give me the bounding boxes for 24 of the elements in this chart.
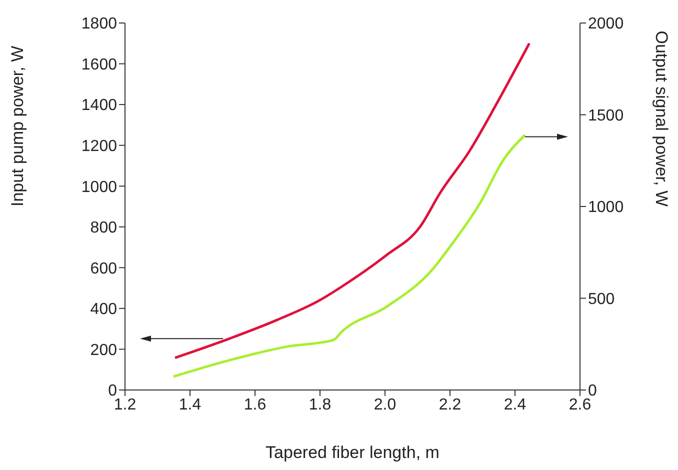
x-tick-label: 2.2 bbox=[438, 396, 462, 414]
y-axis-title: Input pump power, W bbox=[8, 46, 28, 206]
y-tick-label: 600 bbox=[90, 260, 118, 278]
line-series bbox=[172, 134, 526, 378]
y-tick-label: 1800 bbox=[81, 16, 118, 33]
x-tick-label: 2.0 bbox=[374, 396, 396, 414]
x-tick-label: 1.4 bbox=[178, 396, 202, 414]
y-tick-label: 1400 bbox=[81, 97, 118, 114]
y2-tick-label: 1000 bbox=[588, 199, 624, 216]
x-tick-label: 1.6 bbox=[244, 396, 266, 414]
y-tick-label: 200 bbox=[90, 342, 118, 359]
y2-tick-label: 1500 bbox=[588, 107, 624, 124]
line-series bbox=[174, 42, 531, 360]
x-axis-title: Tapered fiber length, m bbox=[266, 443, 440, 462]
x-tick-label: 1.8 bbox=[308, 396, 332, 414]
y-tick-label: 1600 bbox=[81, 56, 118, 74]
y-tick-label: 1200 bbox=[81, 138, 118, 156]
x-tick-label: 2.4 bbox=[504, 396, 526, 414]
y2-tick-label: 500 bbox=[588, 290, 615, 308]
y-tick-label: 1000 bbox=[81, 178, 118, 196]
y-tick-label: 400 bbox=[90, 301, 118, 318]
y-tick-label: 800 bbox=[90, 220, 118, 237]
y2-tick-label: 2000 bbox=[588, 16, 624, 33]
y2-axis-title: Output signal power, W bbox=[652, 30, 671, 206]
